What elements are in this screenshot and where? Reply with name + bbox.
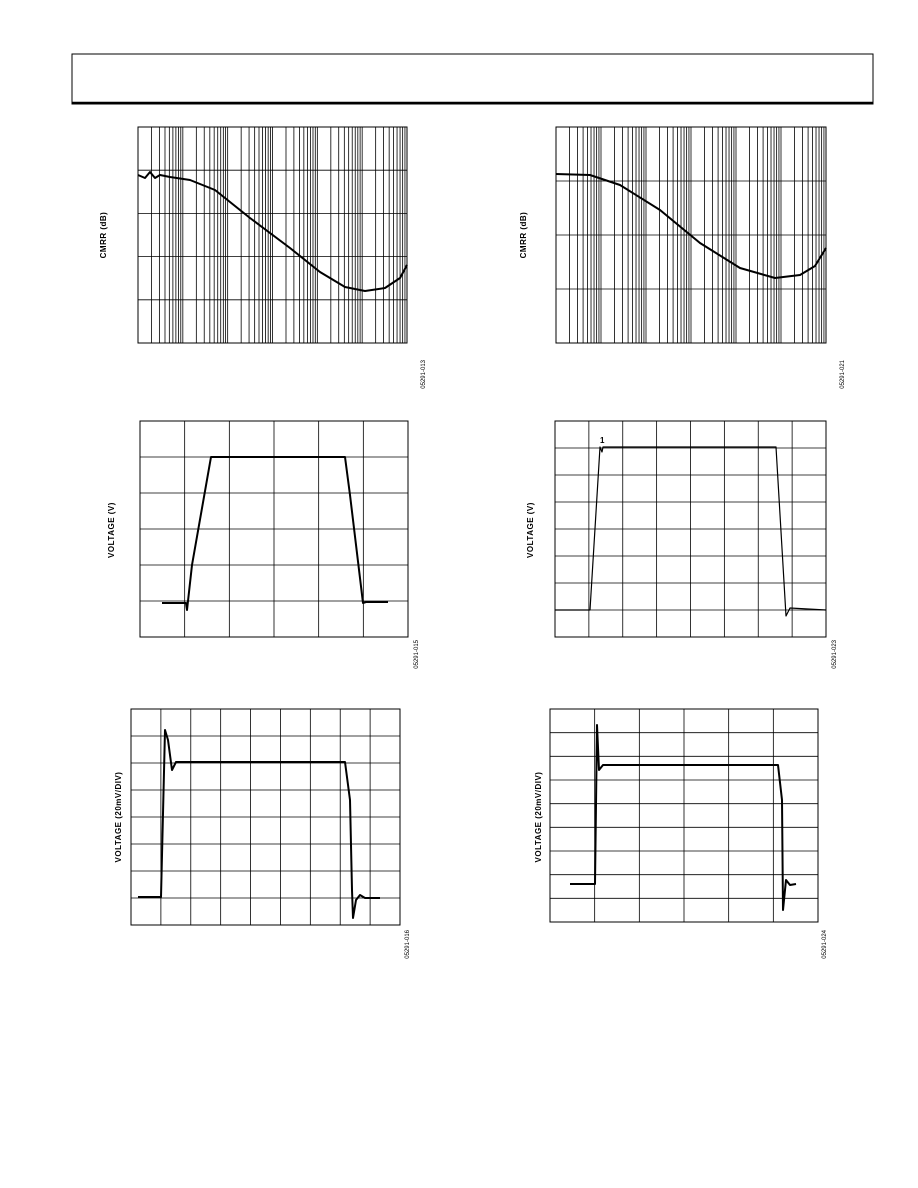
grids [130,126,827,926]
y-axis-label: VOLTAGE (V) [526,502,535,558]
y-axis-label: CMRR (dB) [99,212,108,259]
figure-id: 05291-024 [822,929,828,958]
curve [137,171,408,292]
curve [162,456,388,611]
y-axis-label: VOLTAGE (20mV/DIV) [534,772,543,863]
figure-id: 05291-013 [421,359,427,388]
plot-grid [554,420,827,638]
plot-grid [137,126,408,344]
plot-grid [130,708,401,926]
y-axis-label: CMRR (dB) [519,212,528,259]
figure-id: 05291-016 [405,929,411,958]
labels: CMRR (dB) 05291-013 CMRR (dB) 05291-021 VOLT… [99,212,846,959]
curve [138,729,380,919]
curve [555,173,827,279]
plot-grid [139,420,409,638]
curve [555,446,827,617]
y-axis-label: VOLTAGE (V) [107,502,116,558]
figure-id: 05291-015 [414,639,420,668]
header-box [71,53,874,105]
figure-id: 05291-021 [840,359,846,388]
trace-marker: 1 [600,436,605,445]
plot-grid [555,126,827,344]
plot-grid [549,708,819,923]
figure-id: 05291-023 [832,639,838,668]
y-axis-label: VOLTAGE (20mV/DIV) [114,772,123,863]
curve [570,724,797,911]
